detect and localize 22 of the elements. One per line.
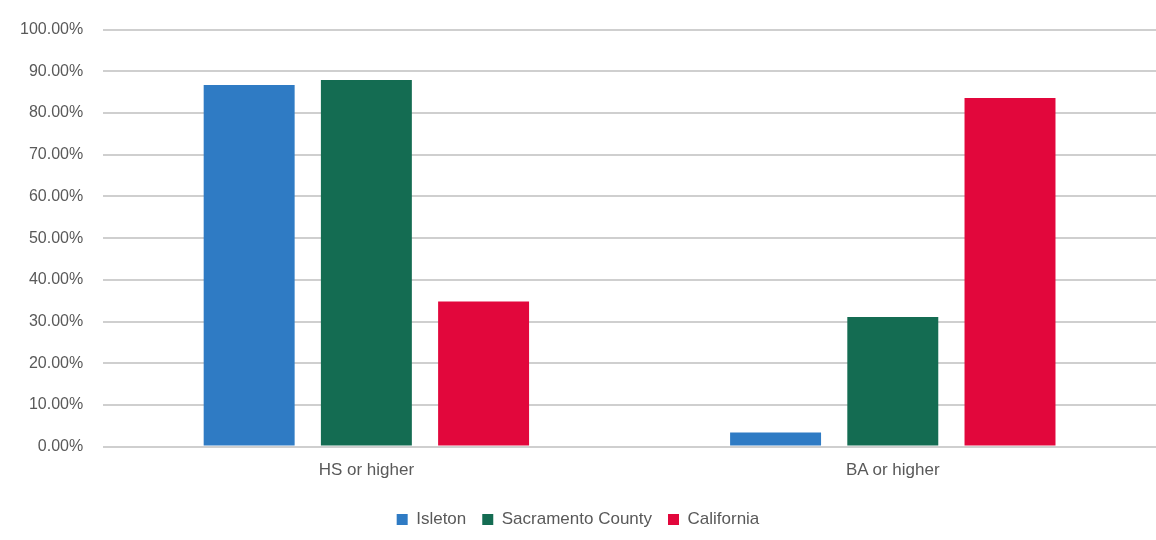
bar [964, 97, 1056, 446]
y-tick-label: 100.00% [19, 20, 84, 38]
y-tick-label: 40.00% [28, 270, 84, 288]
legend-label: Sacramento County [501, 509, 653, 529]
y-tick-label: 20.00% [28, 353, 84, 371]
y-tick-label: 10.00% [28, 395, 84, 413]
y-tick-label: 80.00% [28, 103, 84, 121]
y-tick-label: 60.00% [28, 186, 84, 204]
y-tick-label: 90.00% [28, 61, 84, 79]
legend-label: Isleton [416, 509, 467, 529]
y-tick-label: 50.00% [28, 228, 84, 246]
bar [203, 85, 295, 446]
y-tick-label: 0.00% [37, 437, 84, 455]
legend-label: California [687, 509, 760, 529]
y-tick-label: 70.00% [28, 145, 84, 163]
y-tick-label: 30.00% [28, 311, 84, 329]
bar [320, 80, 412, 446]
x-tick-label: HS or higher [318, 460, 415, 480]
bar [730, 432, 822, 446]
bar [847, 316, 939, 446]
bar [438, 301, 530, 446]
x-tick-label: BA or higher [846, 460, 940, 480]
